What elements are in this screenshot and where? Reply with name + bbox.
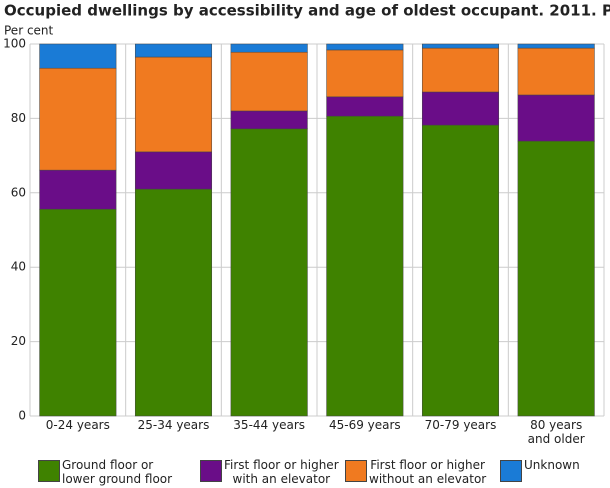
bar-segment: [39, 169, 117, 210]
bar-segment: [517, 94, 595, 142]
y-tick-label: 20: [11, 334, 26, 348]
bar-segment: [421, 47, 500, 93]
x-tick-label: 25-34 years: [137, 418, 210, 432]
x-tick-label: 80 years and older: [527, 418, 585, 446]
chart-title: Occupied dwellings by accessibility and …: [4, 2, 610, 20]
bar-segment: [517, 140, 595, 417]
bar-segment: [326, 96, 404, 117]
y-axis-label: Per cent: [4, 24, 54, 38]
bar-segment: [326, 49, 404, 98]
y-tick-label: 0: [18, 409, 26, 423]
bar-segment: [517, 47, 595, 96]
bar-segment: [230, 110, 308, 130]
bar-segment: [421, 43, 500, 49]
legend-swatch: [500, 460, 522, 482]
legend-swatch: [200, 460, 222, 482]
bar-segment: [517, 43, 595, 49]
legend-swatch: [345, 460, 367, 482]
x-tick-label: 70-79 years: [424, 418, 497, 432]
y-tick-label: 40: [11, 260, 26, 274]
bar-segment: [421, 91, 500, 126]
bar-segment: [134, 188, 213, 417]
bar-segment: [230, 51, 308, 112]
legend-label: First floor or higher with an elevator: [224, 458, 339, 486]
bar-segment: [230, 128, 308, 417]
x-tick-label: 45-69 years: [328, 418, 401, 432]
legend-label: First floor or higher without an elevato…: [369, 458, 487, 486]
bar-segment: [134, 151, 213, 190]
bar-segment: [134, 56, 213, 153]
bar-segment: [134, 43, 213, 58]
bar-segment: [39, 43, 117, 69]
y-tick-label: 80: [11, 111, 26, 125]
x-tick-label: 0-24 years: [45, 418, 110, 432]
bar-segment: [326, 43, 404, 51]
bar-segment: [39, 208, 117, 417]
bar-segment: [39, 67, 117, 171]
legend-swatch: [38, 460, 60, 482]
bar-segment: [326, 115, 404, 417]
y-tick-label: 60: [11, 185, 26, 199]
x-tick-label: 35-44 years: [233, 418, 306, 432]
bar-segment: [230, 43, 308, 53]
bar-segment: [421, 124, 500, 417]
legend-label: Unknown: [524, 458, 580, 472]
legend-label: Ground floor or lower ground floor: [62, 458, 173, 486]
y-tick-label: 100: [3, 37, 26, 51]
